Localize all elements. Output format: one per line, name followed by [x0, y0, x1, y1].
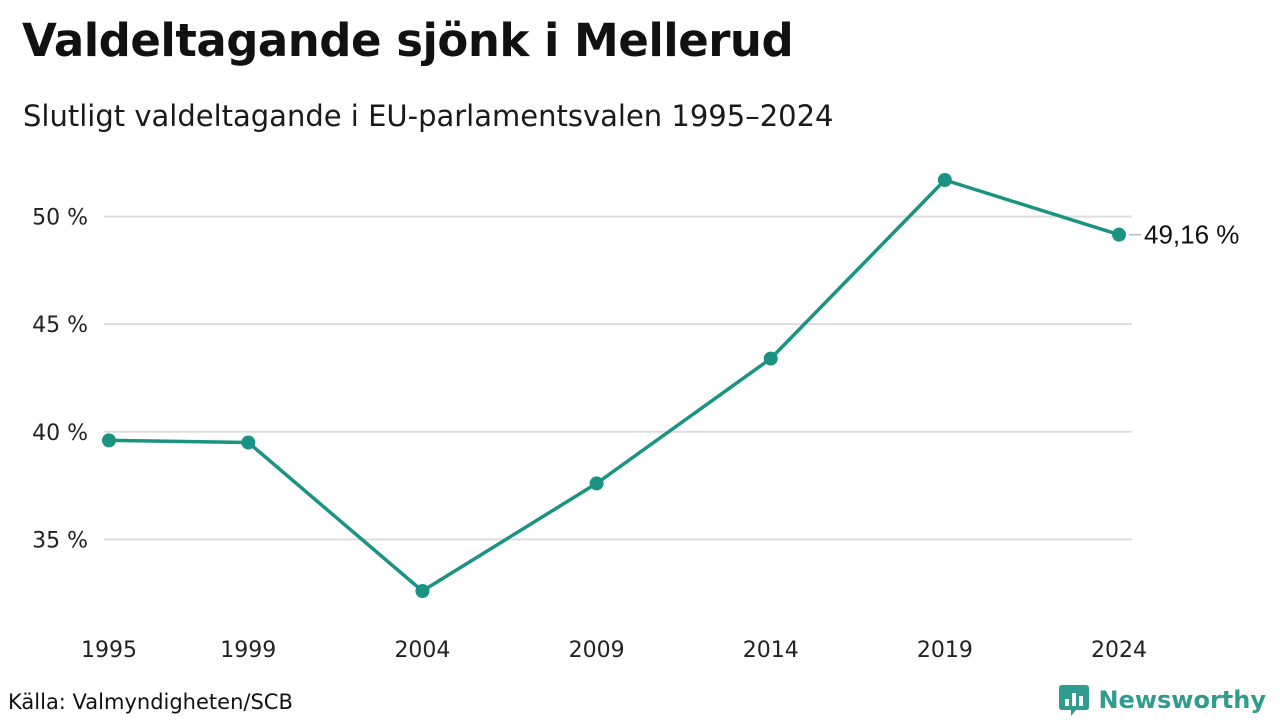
data-point-2019 — [937, 173, 952, 187]
x-tick-label: 2024 — [1091, 638, 1147, 663]
end-label-layer: 49,16 % — [1129, 220, 1239, 250]
end-value-label: 49,16 % — [1144, 220, 1239, 250]
x-tick-label: 2014 — [743, 638, 799, 663]
data-point-1995 — [102, 433, 116, 448]
data-point-1999 — [241, 435, 256, 450]
data-point-2004 — [415, 584, 430, 598]
x-tick-label: 1995 — [81, 638, 137, 663]
x-tick-label: 2019 — [917, 638, 973, 663]
y-tick-label: 45 % — [32, 313, 88, 338]
brand-name: Newsworthy — [1098, 686, 1266, 714]
x-axis-tick-labels: 1995 1999 2004 2009 2014 2019 2024 — [81, 638, 1147, 663]
source-note: Källa: Valmyndigheten/SCB — [8, 690, 293, 714]
y-tick-label: 35 % — [32, 528, 88, 553]
x-tick-label: 2009 — [569, 638, 625, 663]
y-axis-tick-labels: 35 % 40 % 45 % 50 % — [32, 206, 88, 554]
bar-chart-logo-icon — [1059, 685, 1090, 716]
grid-lines — [104, 215, 1132, 541]
series-line — [107, 178, 1121, 593]
y-tick-label: 50 % — [32, 206, 88, 231]
data-point-2024 — [1112, 227, 1126, 242]
chart-subtitle: Slutligt valdeltagande i EU-parlamentsva… — [23, 99, 834, 133]
y-tick-label: 40 % — [32, 421, 88, 446]
data-point-2009 — [589, 476, 604, 491]
x-tick-label: 1999 — [220, 638, 276, 663]
data-point-2014 — [763, 351, 778, 366]
series-layer — [102, 173, 1126, 598]
x-tick-label: 2004 — [394, 638, 450, 663]
brand-logo: Newsworthy — [1058, 682, 1266, 718]
chart-title: Valdeltagande sjönk i Mellerud — [22, 14, 794, 67]
